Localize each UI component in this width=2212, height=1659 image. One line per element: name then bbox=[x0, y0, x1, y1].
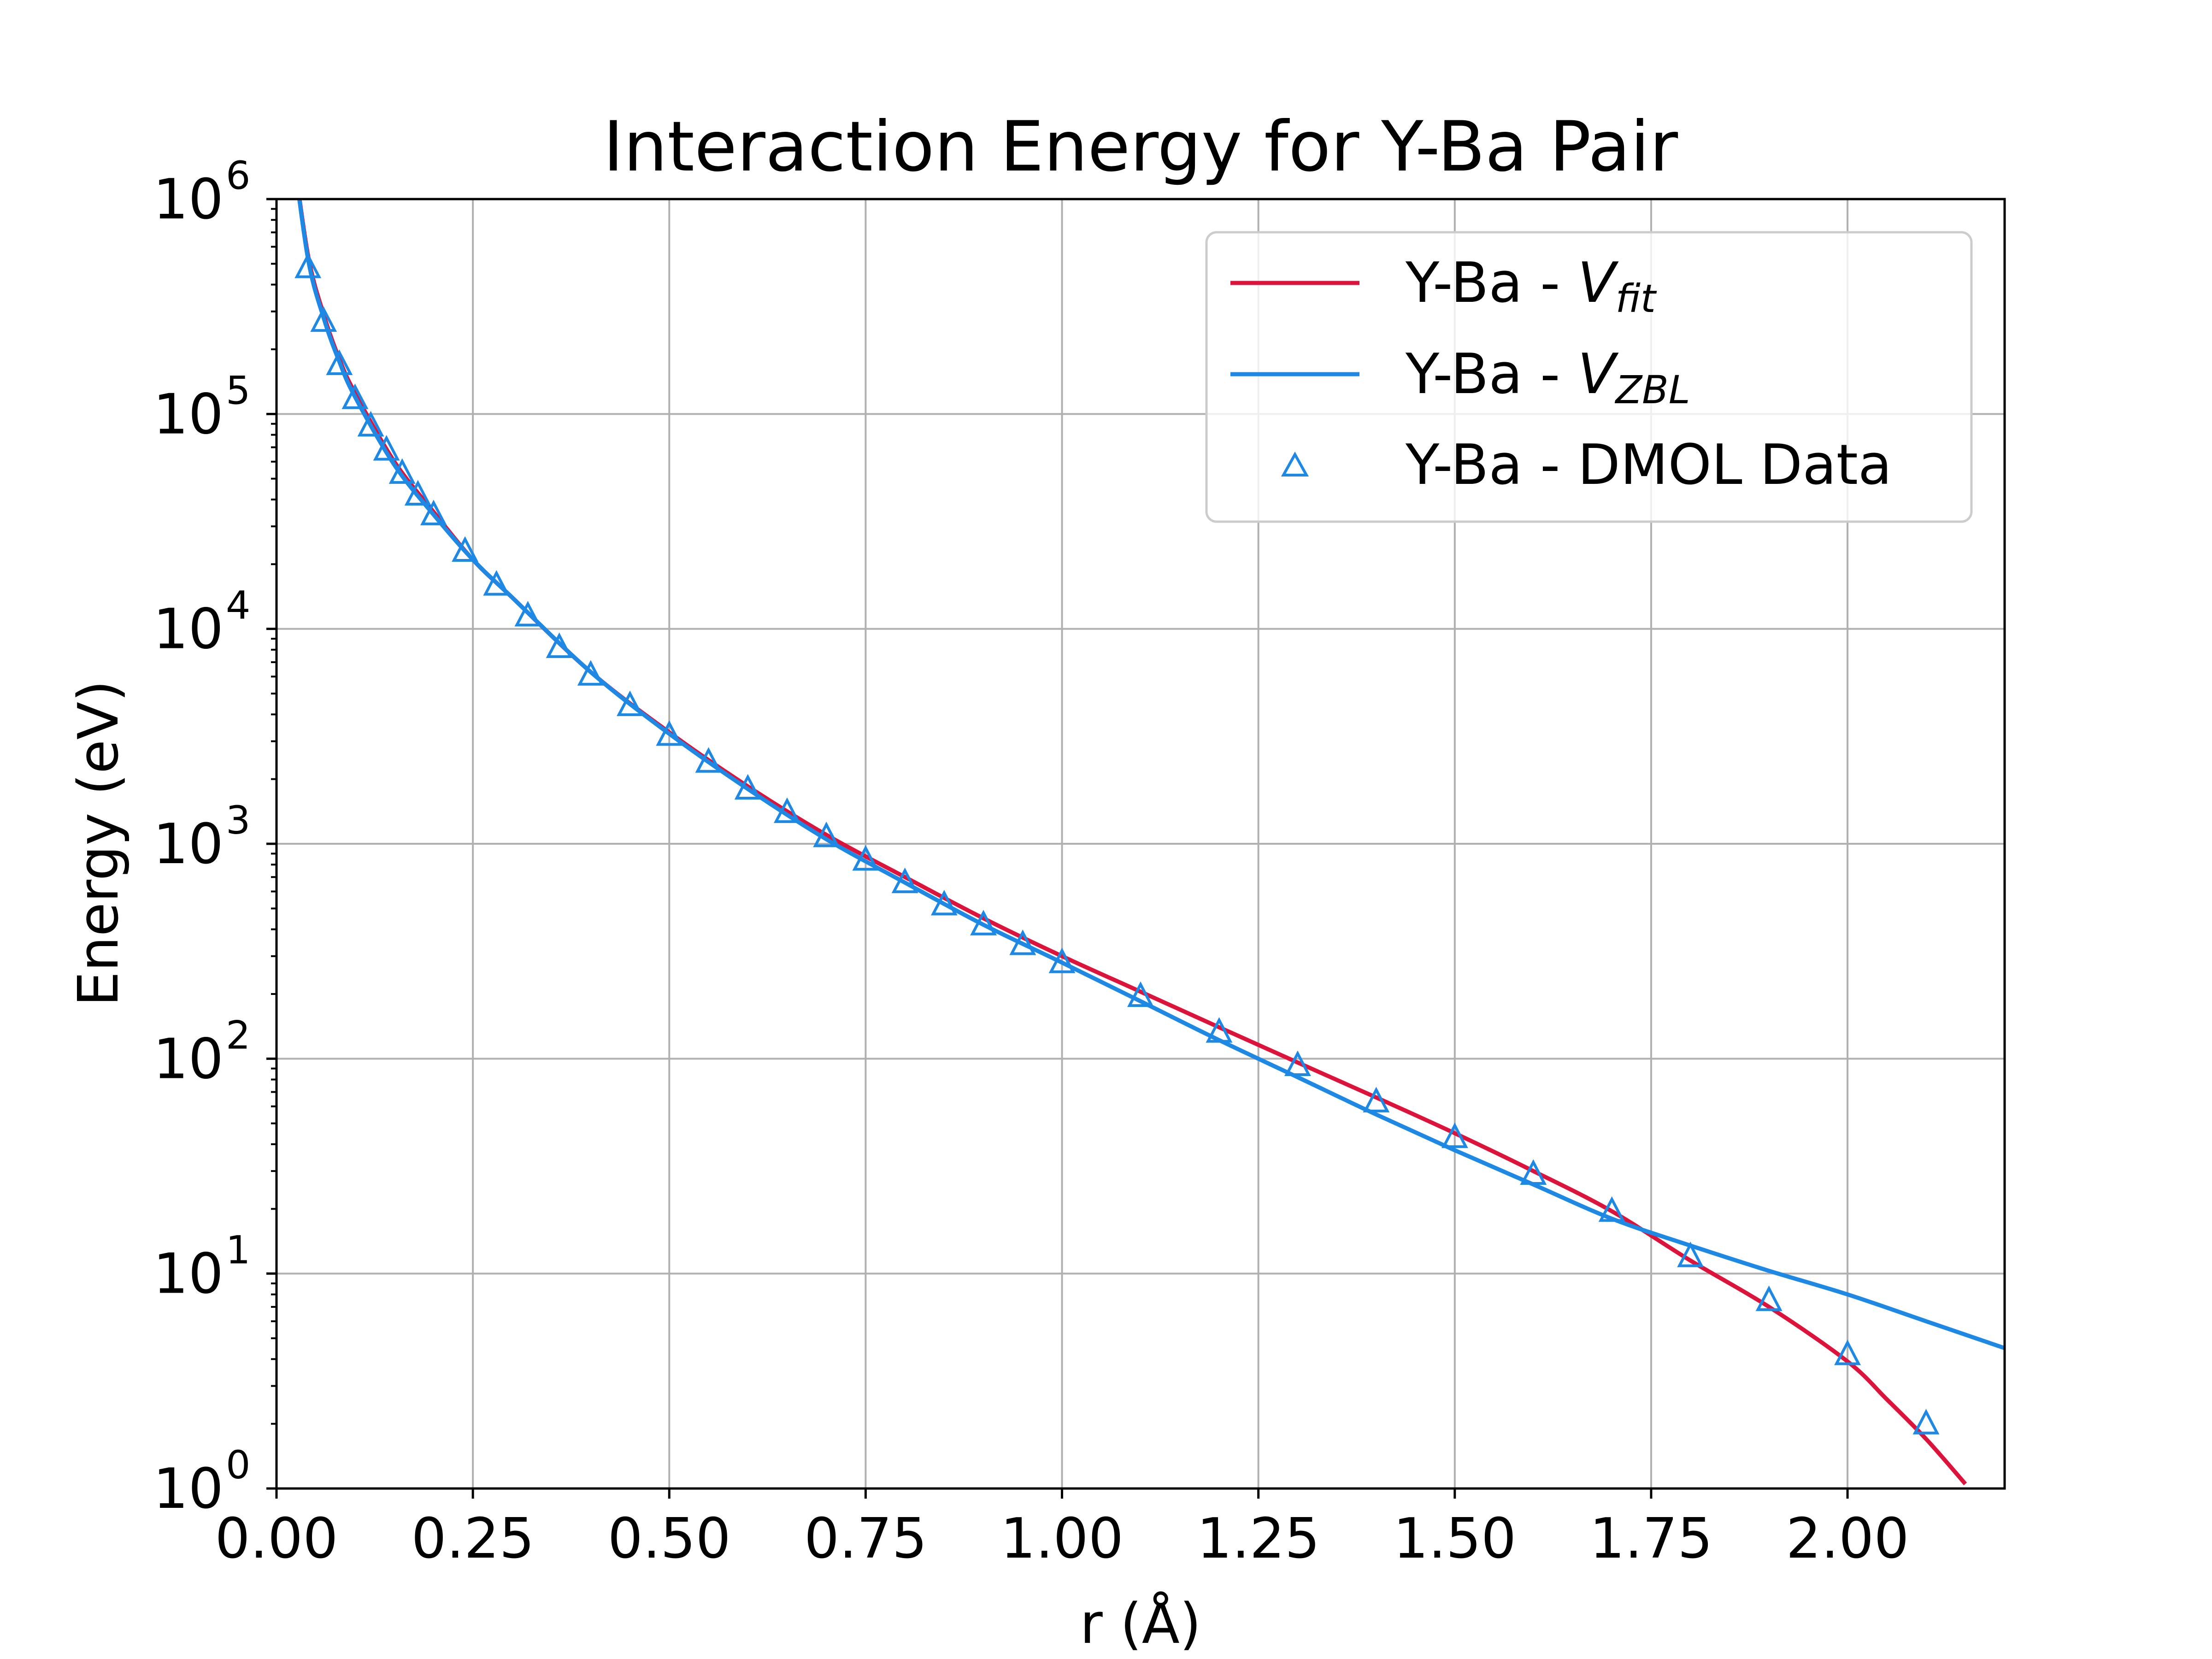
dmol-data-point bbox=[420, 500, 447, 525]
dmol-data-point bbox=[734, 774, 761, 800]
dmol-data-point bbox=[1363, 1087, 1390, 1112]
legend-dmol-marker bbox=[1281, 451, 1309, 477]
x-tick-label: 1.75 bbox=[1589, 1507, 1712, 1571]
dmol-data-point bbox=[813, 821, 840, 847]
legend-fit-label: Y-Ba - Vfit bbox=[1405, 251, 1657, 321]
y-tick-label: 10 bbox=[153, 598, 224, 662]
y-tick-label: 10 bbox=[153, 1027, 224, 1091]
dmol-data-point bbox=[852, 845, 879, 871]
dmol-data-point bbox=[695, 747, 722, 773]
plot-area bbox=[294, 199, 2005, 1486]
dmol-data-point bbox=[1048, 947, 1076, 973]
dmol-data-point bbox=[1206, 1017, 1233, 1043]
legend-zbl-subscript: ZBL bbox=[1615, 367, 1690, 412]
legend-fit-main: Y-Ba - bbox=[1405, 251, 1578, 315]
dmol-data-point bbox=[546, 632, 573, 658]
legend-fit-subscript: fit bbox=[1616, 276, 1657, 321]
y-tick-exponent: 0 bbox=[226, 1442, 250, 1488]
dmol-data-point bbox=[930, 889, 958, 916]
dmol-data-point bbox=[1127, 981, 1154, 1007]
legend-dmol-label: Y-Ba - DMOL Data bbox=[1405, 433, 1892, 497]
y-tick-label: 10 bbox=[153, 168, 224, 232]
legend-zbl-label: Y-Ba - VZBL bbox=[1405, 342, 1690, 412]
dmol-data-point bbox=[1912, 1409, 1940, 1435]
y-tick-label: 10 bbox=[153, 1457, 224, 1521]
dmol-data-point bbox=[1520, 1159, 1547, 1185]
y-tick-exponent: 6 bbox=[226, 153, 250, 198]
y-tick-label: 10 bbox=[153, 382, 224, 447]
dmol-data-point bbox=[656, 720, 683, 746]
dmol-data-point bbox=[357, 411, 384, 437]
dmol-data-point bbox=[774, 797, 800, 823]
dmol-data-point bbox=[1441, 1122, 1468, 1148]
dmol-data-point bbox=[1755, 1285, 1783, 1311]
legend: Y-Ba - Vfit Y-Ba - VZBL Y-Ba - DMOL Data bbox=[1205, 231, 1973, 523]
dmol-data-point bbox=[577, 660, 604, 686]
dmol-data-point bbox=[617, 690, 643, 716]
legend-zbl-symbol: V bbox=[1578, 342, 1619, 406]
x-tick-label: 1.50 bbox=[1393, 1507, 1516, 1571]
dmol-data-point bbox=[970, 910, 997, 935]
dmol-data-point bbox=[1284, 1050, 1311, 1077]
dmol-data-point bbox=[294, 253, 322, 278]
legend-box bbox=[1205, 231, 1973, 523]
dmol-data-point bbox=[483, 570, 510, 596]
chart-title: Interaction Energy for Y-Ba Pair bbox=[603, 107, 1678, 187]
dmol-data-point bbox=[891, 867, 918, 894]
dmol-data-point bbox=[1009, 930, 1036, 955]
y-axis-label: Energy (eV) bbox=[67, 680, 131, 1006]
plot-series bbox=[294, 199, 2005, 1486]
legend-zbl-main: Y-Ba - bbox=[1405, 342, 1578, 406]
legend-fit-symbol: V bbox=[1578, 251, 1619, 315]
dmol-data-point bbox=[373, 435, 400, 461]
x-tick-label: 0.50 bbox=[608, 1507, 731, 1571]
y-tick-exponent: 4 bbox=[226, 583, 250, 628]
dmol-data-point bbox=[341, 383, 369, 409]
dmol-data-point bbox=[514, 600, 541, 627]
dmol-data-point bbox=[388, 458, 416, 484]
dmol-data-point bbox=[1834, 1339, 1861, 1365]
x-tick-label: 1.00 bbox=[1000, 1507, 1124, 1571]
y-tick-exponent: 1 bbox=[226, 1228, 250, 1273]
dmol-data-point bbox=[404, 480, 431, 506]
y-tick-label: 10 bbox=[153, 812, 224, 877]
dmol-data-point bbox=[326, 349, 353, 375]
y-tick-exponent: 2 bbox=[226, 1012, 250, 1058]
dmol-data-point bbox=[1677, 1241, 1704, 1267]
x-tick-label: 0.25 bbox=[412, 1507, 535, 1571]
y-tick-exponent: 3 bbox=[226, 798, 250, 843]
x-tick-label: 2.00 bbox=[1786, 1507, 1909, 1571]
x-tick-label: 0.00 bbox=[215, 1507, 338, 1571]
y-tick-exponent: 5 bbox=[226, 368, 250, 413]
dmol-data-point bbox=[310, 306, 337, 332]
dmol-data-point bbox=[452, 536, 479, 562]
x-tick-label: 1.25 bbox=[1197, 1507, 1320, 1571]
x-tick-label: 0.75 bbox=[804, 1507, 927, 1571]
dmol-data-point bbox=[1598, 1196, 1625, 1222]
y-tick-label: 10 bbox=[153, 1242, 224, 1306]
x-axis-label: r (Å) bbox=[1080, 1592, 1201, 1656]
